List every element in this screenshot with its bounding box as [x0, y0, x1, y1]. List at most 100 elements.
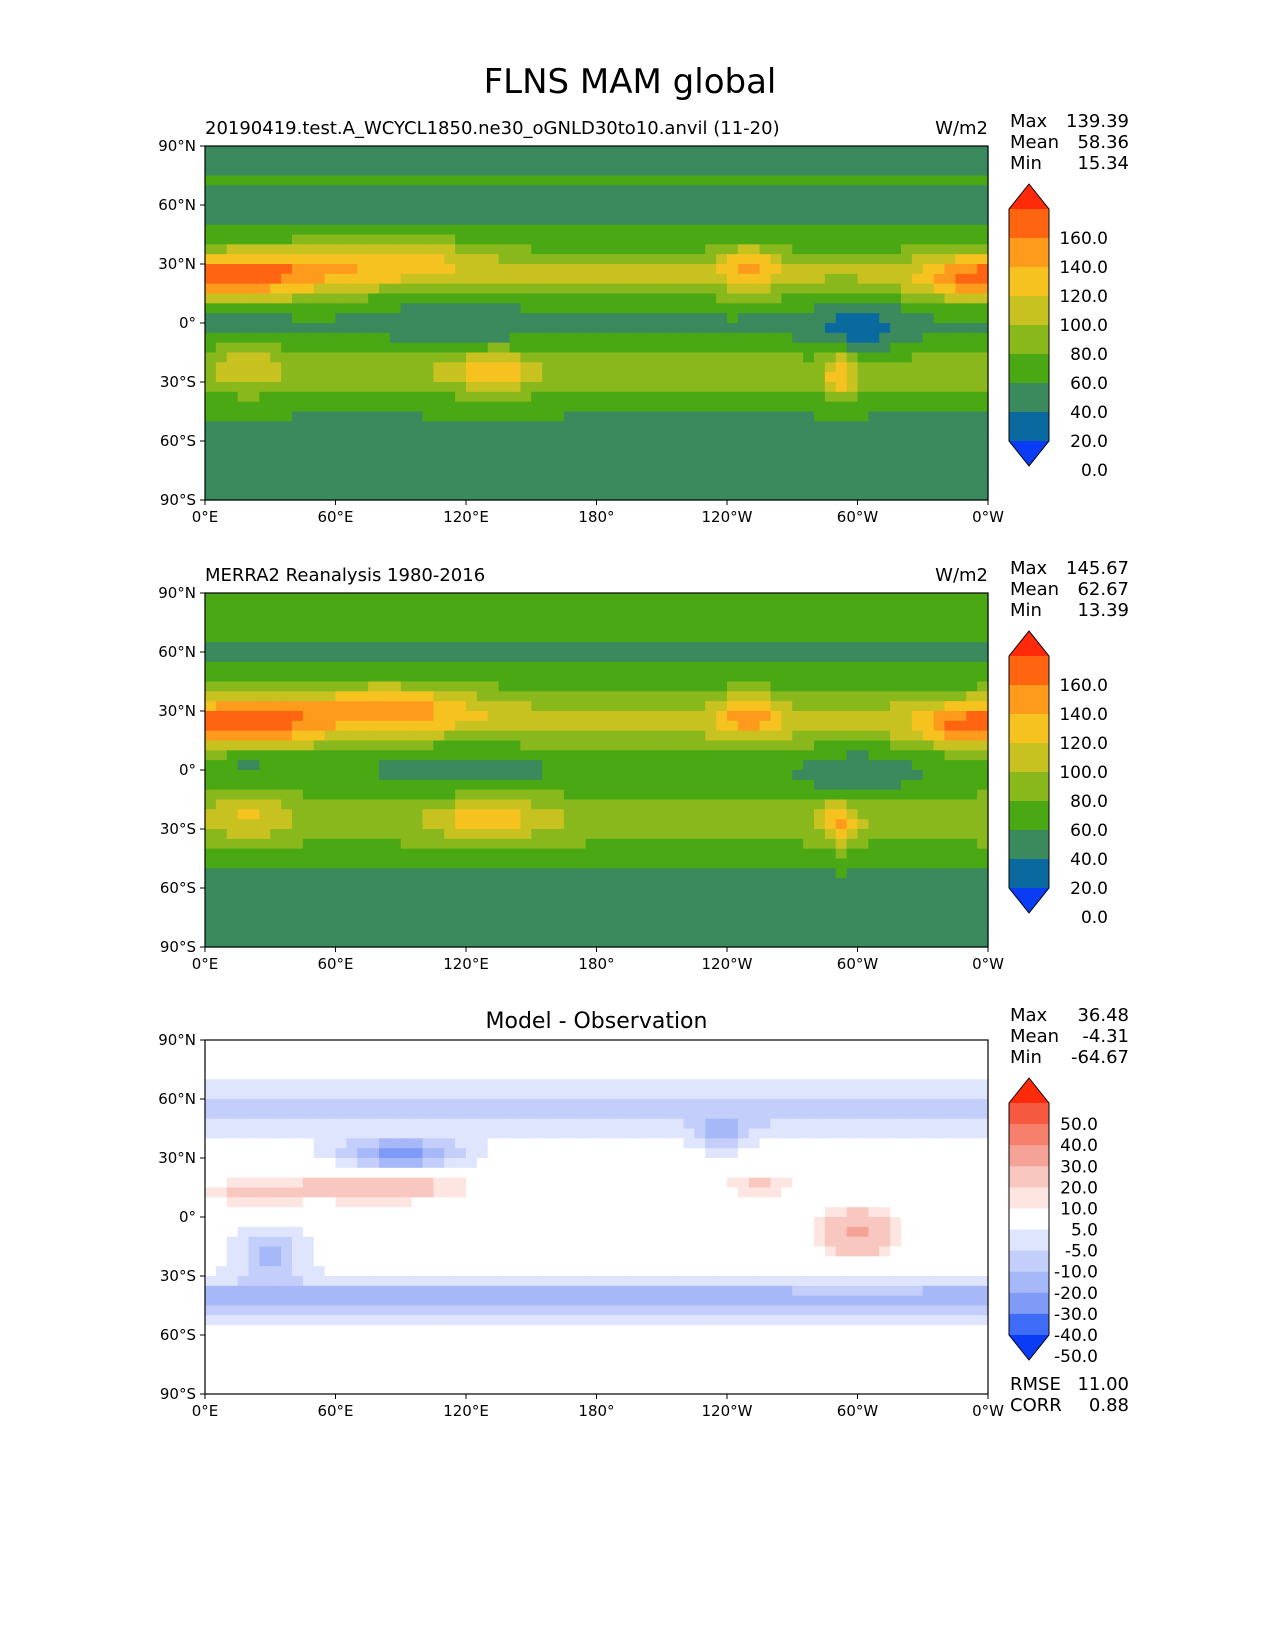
map-cell: [607, 264, 619, 275]
map-cell: [487, 720, 500, 732]
map-cell: [748, 431, 761, 442]
map-cell: [248, 313, 260, 324]
map-cell: [933, 214, 946, 226]
map-cell: [824, 809, 837, 820]
map-cell: [683, 838, 695, 850]
map-cell: [237, 224, 250, 236]
map-cell: [313, 730, 326, 742]
map-cell: [487, 661, 500, 673]
map-cell: [248, 441, 260, 452]
map-cell: [237, 313, 250, 324]
map-cell: [411, 838, 424, 850]
map-cell: [302, 819, 315, 830]
map-cell: [901, 175, 913, 186]
map-cell: [368, 460, 380, 472]
map-cell: [226, 681, 239, 692]
map-cell: [302, 303, 315, 314]
map-cell: [824, 155, 837, 167]
map-cell: [672, 829, 685, 840]
map-cell: [683, 224, 695, 236]
map-cell: [911, 681, 924, 692]
map-cell: [890, 411, 902, 422]
map-cell: [455, 293, 467, 304]
map-cell: [531, 612, 543, 624]
map-cell: [574, 391, 587, 403]
map-cell: [618, 819, 630, 830]
map-cell: [922, 254, 935, 265]
map-cell: [302, 185, 315, 196]
map-cell: [509, 352, 521, 363]
map-cell: [694, 602, 706, 614]
map-cell: [781, 480, 793, 491]
map-cell: [574, 789, 587, 801]
map-cell: [563, 244, 576, 255]
map-cell: [368, 711, 380, 722]
map-cell: [922, 450, 935, 462]
map-cell: [835, 372, 848, 383]
map-cell: [868, 490, 880, 501]
map-cell: [346, 848, 358, 860]
map-cell: [542, 760, 554, 771]
map-cell: [215, 779, 228, 791]
map-cell: [574, 155, 587, 167]
map-cell: [618, 342, 630, 354]
map-cell: [683, 372, 695, 383]
map-cell: [857, 848, 869, 860]
map-cell: [205, 701, 217, 712]
map-cell: [922, 175, 935, 186]
map-cell: [596, 750, 608, 761]
map-cell: [520, 391, 532, 403]
map-cell: [498, 175, 511, 186]
map-cell: [455, 264, 467, 275]
map-cell: [585, 897, 598, 909]
map-cell: [640, 888, 652, 899]
map-cell: [270, 760, 282, 771]
map-cell: [487, 401, 500, 413]
map-cell: [368, 490, 380, 501]
map-cell: [389, 146, 402, 157]
map-cell: [694, 352, 706, 363]
map-cell: [705, 195, 717, 206]
map-cell: [911, 809, 924, 820]
map-cell: [803, 146, 815, 157]
map-cell: [389, 622, 402, 633]
map-cell: [944, 858, 956, 869]
map-cell: [422, 205, 434, 216]
map-cell: [727, 470, 739, 481]
map-cell: [389, 779, 402, 791]
map-cell: [846, 789, 859, 801]
map-cell: [792, 652, 804, 663]
map-cell: [542, 450, 554, 462]
map-cell: [868, 352, 880, 363]
map-cell: [824, 254, 837, 265]
map-cell: [705, 602, 717, 614]
map-cell: [302, 691, 315, 702]
map-cell: [498, 878, 511, 889]
map-cell: [226, 244, 239, 255]
map-cell: [770, 779, 782, 791]
map-cell: [944, 234, 956, 245]
map-cell: [933, 342, 946, 354]
map-cell: [215, 711, 228, 722]
map-cell: [868, 838, 880, 850]
map-cell: [476, 470, 489, 481]
map-cell: [248, 205, 260, 216]
map-cell: [422, 342, 434, 354]
map-cell: [531, 838, 543, 850]
map-cell: [933, 661, 946, 673]
map-cell: [281, 244, 293, 255]
map-cell: [672, 185, 685, 196]
map-cell: [857, 740, 869, 751]
map-cell: [585, 411, 598, 422]
map-cell: [705, 730, 717, 742]
map-cell: [596, 858, 608, 869]
map-cell: [879, 411, 891, 422]
map-cell: [781, 829, 793, 840]
map-cell: [455, 441, 467, 452]
map-cell: [944, 332, 956, 344]
map-cell: [270, 293, 282, 304]
map-cell: [857, 779, 869, 791]
map-cell: [542, 273, 554, 285]
map-cell: [629, 234, 641, 245]
